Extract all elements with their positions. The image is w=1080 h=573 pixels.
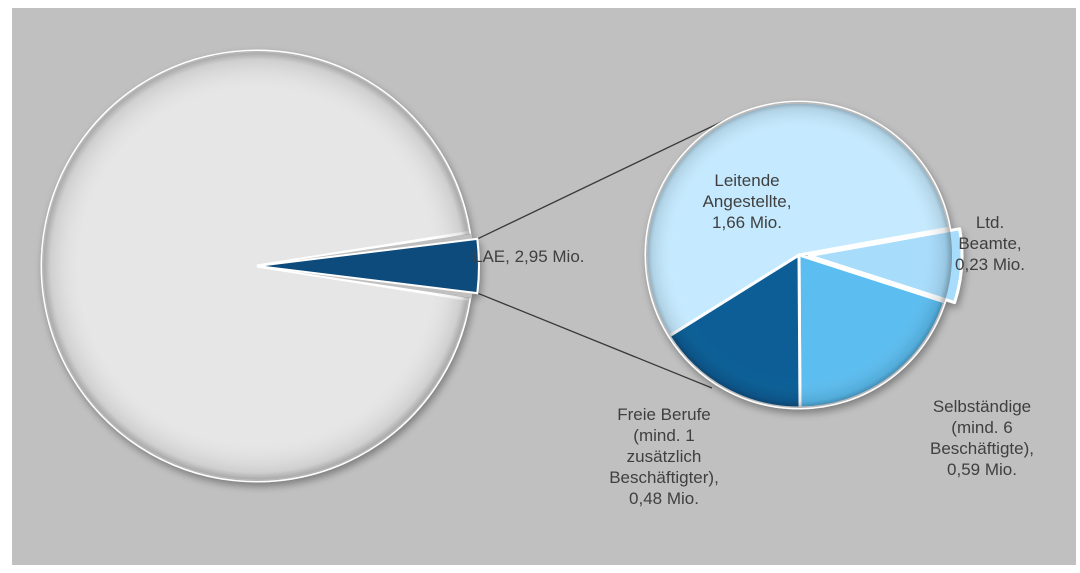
data-label-lae: LAE, 2,95 Mio. [473, 247, 585, 266]
data-label-selbstaendige: Selbständige (mind. 6 Beschäftigte), 0,5… [930, 397, 1034, 479]
data-label-ltd-beamte: Ltd. Beamte, 0,23 Mio. [955, 213, 1025, 274]
chart-panel: LAE, 2,95 Mio. Leitende Angestellte, 1,6… [12, 8, 1076, 565]
pie-of-pie-chart [40, 49, 964, 483]
data-label-freie-berufe: Freie Berufe (mind. 1 zusätzlich Beschäf… [609, 405, 719, 508]
main-pie [40, 49, 480, 483]
main-pie-slice-lae [256, 237, 480, 295]
detail-pie [644, 100, 964, 410]
data-label-leitende-angestellte: Leitende Angestellte, 1,66 Mio. [702, 171, 792, 232]
